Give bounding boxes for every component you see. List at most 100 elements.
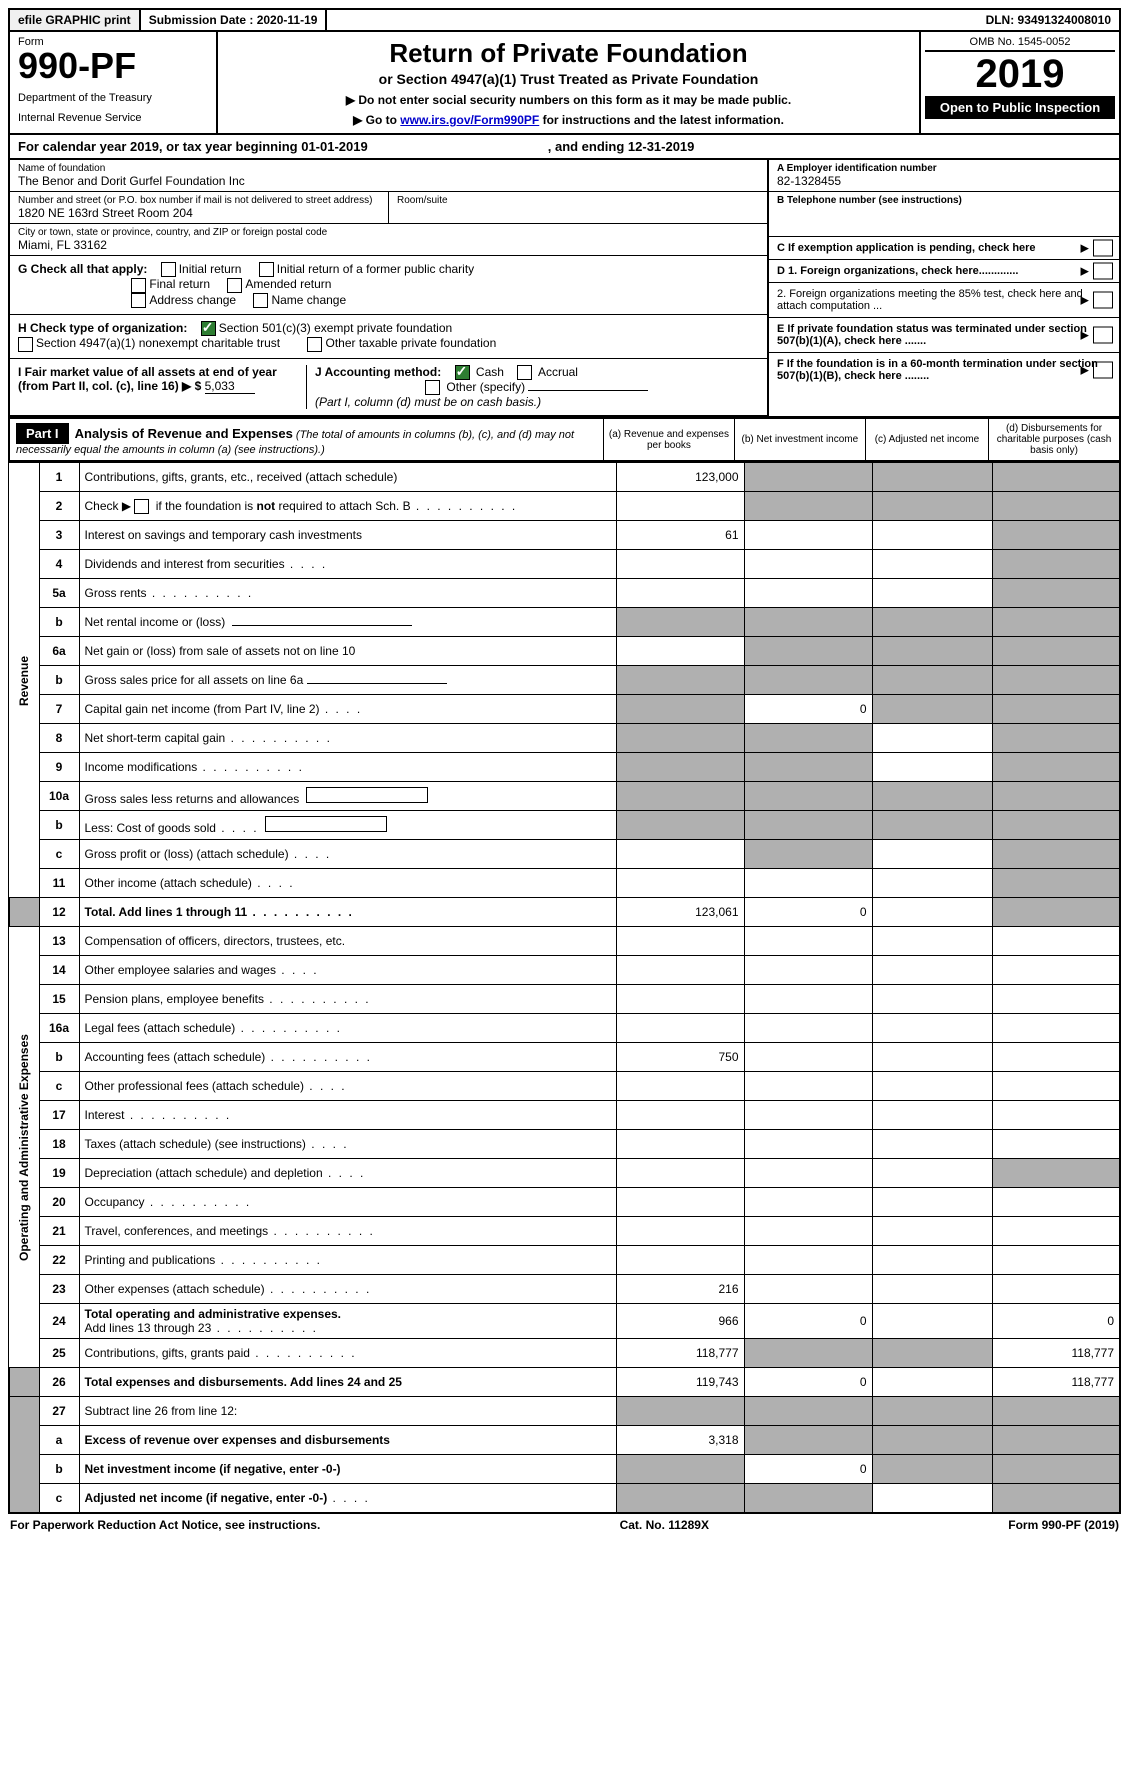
line-num: 11 [39, 869, 79, 898]
g-label: G Check all that apply: [18, 262, 147, 276]
line-desc: Depreciation (attach schedule) and deple… [79, 1159, 616, 1188]
cb-amended[interactable] [227, 278, 242, 293]
table-row: 2 Check ▶ if the foundation is not requi… [9, 492, 1120, 521]
cb-other-method[interactable] [425, 380, 440, 395]
note-1: ▶ Do not enter social security numbers o… [228, 93, 909, 107]
cell [744, 521, 872, 550]
table-row: 6a Net gain or (loss) from sale of asset… [9, 637, 1120, 666]
header-left: Form 990-PF Department of the Treasury I… [10, 32, 218, 133]
cell [616, 1101, 744, 1130]
cell [616, 1072, 744, 1101]
cell-shaded [992, 840, 1120, 869]
cell [872, 1246, 992, 1275]
line-desc: Taxes (attach schedule) (see instruction… [79, 1130, 616, 1159]
cell [744, 869, 872, 898]
part1-table: Revenue 1 Contributions, gifts, grants, … [8, 462, 1121, 1514]
table-row: 14 Other employee salaries and wages [9, 956, 1120, 985]
table-row: b Less: Cost of goods sold [9, 811, 1120, 840]
identity-grid: Name of foundation The Benor and Dorit G… [8, 160, 1121, 418]
cell-shaded [872, 1455, 992, 1484]
line-desc: Adjusted net income (if negative, enter … [79, 1484, 616, 1514]
identity-right: A Employer identification number 82-1328… [767, 160, 1119, 416]
cell [872, 579, 992, 608]
cell-27bb: 0 [744, 1455, 872, 1484]
cell-shaded [992, 898, 1120, 927]
cb-final-return[interactable] [131, 278, 146, 293]
cell-shaded [744, 608, 872, 637]
cell-shaded [744, 463, 872, 492]
part1-desc-cell: Part I Analysis of Revenue and Expenses … [10, 419, 603, 460]
header-right: OMB No. 1545-0052 2019 Open to Public In… [919, 32, 1119, 133]
cell-shaded [616, 811, 744, 840]
cb-d2[interactable] [1093, 292, 1113, 309]
cell [872, 1014, 992, 1043]
cell-shaded [992, 1397, 1120, 1426]
cb-address-change[interactable] [131, 293, 146, 308]
form-header: Form 990-PF Department of the Treasury I… [8, 32, 1121, 135]
cell-shaded [616, 1397, 744, 1426]
line-desc: Interest [79, 1101, 616, 1130]
cell [616, 1246, 744, 1275]
line-num: 15 [39, 985, 79, 1014]
cell-shaded [744, 840, 872, 869]
cb-initial-former[interactable] [259, 262, 274, 277]
cb-cash[interactable] [455, 365, 470, 380]
cell [872, 956, 992, 985]
irs-link[interactable]: www.irs.gov/Form990PF [400, 113, 539, 127]
note2-pre: ▶ Go to [353, 113, 400, 127]
opt-other-method: Other (specify) [446, 380, 525, 394]
cb-name-change[interactable] [253, 293, 268, 308]
side-blank [9, 898, 39, 927]
cell-shaded [616, 608, 744, 637]
phone-cell: B Telephone number (see instructions) [769, 192, 1119, 237]
cell [872, 550, 992, 579]
cell-shaded [872, 492, 992, 521]
cb-sch-b[interactable] [134, 499, 149, 514]
d2-cell: 2. Foreign organizations meeting the 85%… [769, 283, 1119, 318]
cb-501c3[interactable] [201, 321, 216, 336]
line-desc: Excess of revenue over expenses and disb… [79, 1426, 616, 1455]
line-desc: Contributions, gifts, grants paid [79, 1339, 616, 1368]
cell-shaded [744, 1397, 872, 1426]
opt-cash: Cash [476, 365, 504, 379]
top-bar: efile GRAPHIC print Submission Date : 20… [8, 8, 1121, 32]
name-label: Name of foundation [18, 163, 759, 174]
opt-address: Address change [149, 293, 236, 307]
opt-former: Initial return of a former public charit… [277, 262, 474, 276]
cell [872, 521, 992, 550]
cell [616, 927, 744, 956]
line-desc: Printing and publications [79, 1246, 616, 1275]
line-desc: Contributions, gifts, grants, etc., rece… [79, 463, 616, 492]
cell [992, 1246, 1120, 1275]
cb-4947[interactable] [18, 337, 33, 352]
cell [992, 1043, 1120, 1072]
cb-accrual[interactable] [517, 365, 532, 380]
cell [616, 579, 744, 608]
cb-d1[interactable] [1093, 263, 1113, 280]
table-row: 11 Other income (attach schedule) [9, 869, 1120, 898]
dln: DLN: 93491324008010 [978, 10, 1119, 30]
line-desc: Pension plans, employee benefits [79, 985, 616, 1014]
cell-7b: 0 [744, 695, 872, 724]
line-num: 18 [39, 1130, 79, 1159]
cb-f[interactable] [1093, 362, 1113, 379]
line-desc: Interest on savings and temporary cash i… [79, 521, 616, 550]
cell [872, 840, 992, 869]
cb-e[interactable] [1093, 327, 1113, 344]
d2-label: 2. Foreign organizations meeting the 85%… [777, 288, 1083, 312]
form-number: 990-PF [18, 48, 208, 84]
line-desc: Travel, conferences, and meetings [79, 1217, 616, 1246]
cell [992, 1188, 1120, 1217]
cell [616, 637, 744, 666]
j-note: (Part I, column (d) must be on cash basi… [315, 395, 541, 409]
cb-initial-return[interactable] [161, 262, 176, 277]
line-num: 8 [39, 724, 79, 753]
cell-shaded [872, 1339, 992, 1368]
cb-other-taxable[interactable] [307, 337, 322, 352]
cell-shaded [872, 666, 992, 695]
opt-accrual: Accrual [538, 365, 578, 379]
line-desc: Gross rents [79, 579, 616, 608]
cell [616, 550, 744, 579]
table-row: 8 Net short-term capital gain [9, 724, 1120, 753]
cb-c[interactable] [1093, 240, 1113, 257]
